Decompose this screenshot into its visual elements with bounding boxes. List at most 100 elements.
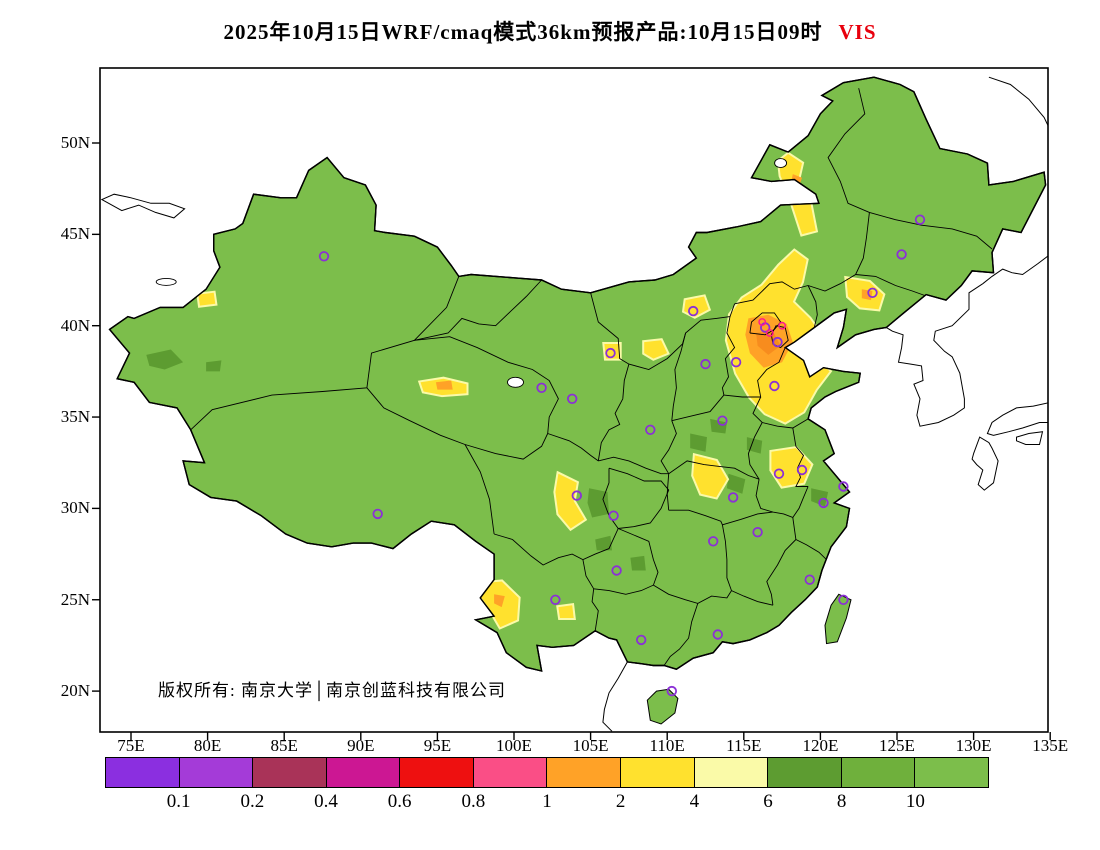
city-marker bbox=[730, 357, 742, 368]
lon-label: 135E bbox=[1032, 736, 1069, 755]
lon-label: 105E bbox=[572, 736, 609, 755]
lon-label: 90E bbox=[347, 736, 375, 755]
vis-patch-dark_green bbox=[595, 535, 612, 551]
vis-patch-dark_green bbox=[587, 488, 609, 518]
city-marker bbox=[772, 336, 783, 348]
lon-label: 95E bbox=[423, 736, 452, 755]
city-marker bbox=[688, 305, 699, 317]
lake bbox=[155, 277, 177, 286]
vis-patch-dark_green bbox=[726, 473, 746, 494]
lat-label: 25N bbox=[60, 589, 90, 609]
city-marker bbox=[818, 497, 829, 509]
colorbar-segment bbox=[399, 757, 474, 788]
city-marker bbox=[769, 380, 780, 392]
city-marker bbox=[571, 490, 583, 501]
city-marker bbox=[914, 214, 926, 225]
city-marker bbox=[608, 510, 619, 521]
lat-label: 45N bbox=[60, 224, 90, 244]
colorbar-segment bbox=[472, 757, 548, 788]
vis-patch-orange bbox=[861, 289, 873, 301]
colorbar-segment bbox=[620, 757, 695, 788]
lat-label: 35N bbox=[60, 407, 90, 427]
colorbar-segment bbox=[840, 757, 916, 788]
vis-patch-deep_orange bbox=[756, 331, 781, 355]
colorbar-segment bbox=[105, 757, 180, 788]
vis-patch-orange bbox=[435, 380, 453, 390]
city-marker bbox=[804, 574, 815, 585]
city-marker bbox=[712, 629, 724, 640]
city-marker bbox=[773, 468, 785, 479]
lon-label: 85E bbox=[270, 736, 298, 755]
colorbar-segment bbox=[325, 757, 401, 788]
okhotsk-coastline bbox=[988, 76, 1048, 127]
city-marker bbox=[536, 382, 547, 394]
city-marker bbox=[700, 358, 711, 370]
city-marker bbox=[567, 393, 578, 405]
vis-patch-dark_green bbox=[206, 360, 222, 372]
korea-coastline bbox=[886, 283, 984, 427]
lon-label: 120E bbox=[802, 736, 839, 755]
vis-patch-dark_green bbox=[690, 433, 707, 452]
lon-label: 75E bbox=[117, 736, 145, 755]
lat-label: 50N bbox=[60, 133, 90, 152]
shikoku-coastline bbox=[1016, 431, 1044, 445]
city-marker bbox=[896, 249, 907, 260]
city-marker bbox=[717, 415, 728, 426]
page-title: 2025年10月15日WRF/cmaq模式36km预报产品:10月15日09时 V… bbox=[0, 16, 1100, 46]
colorbar bbox=[105, 757, 989, 788]
city-marker bbox=[666, 685, 678, 697]
lake bbox=[507, 376, 524, 388]
low-vis-ring bbox=[758, 318, 767, 326]
vis-patch-dark_green bbox=[746, 437, 763, 454]
city-marker bbox=[838, 481, 849, 492]
city-marker bbox=[708, 536, 719, 547]
kyushu-coastline bbox=[971, 436, 999, 491]
vis-patch-yellow bbox=[196, 290, 218, 308]
city-markers bbox=[318, 214, 926, 697]
vis-patch-dark_green bbox=[710, 418, 727, 434]
city-marker bbox=[645, 424, 656, 436]
city-marker bbox=[372, 508, 383, 520]
vis-patch-yellow bbox=[553, 470, 588, 532]
primorye-coastline bbox=[982, 255, 1048, 285]
china-outline bbox=[108, 76, 1047, 672]
city-marker bbox=[611, 565, 622, 576]
lake bbox=[774, 158, 788, 169]
city-marker bbox=[752, 527, 763, 538]
lon-label: 125E bbox=[879, 736, 915, 755]
city-marker bbox=[867, 287, 878, 299]
taiwan-island bbox=[824, 593, 852, 645]
city-marker bbox=[318, 251, 330, 262]
lat-label: 30N bbox=[60, 498, 90, 518]
lon-label: 100E bbox=[496, 736, 532, 755]
map-area bbox=[100, 68, 1048, 732]
vis-patch-yellow bbox=[556, 602, 576, 620]
vis-patch-orange bbox=[494, 594, 505, 608]
vis-patch-dark_green bbox=[811, 488, 829, 507]
city-marker bbox=[796, 464, 808, 476]
honshu-coastline bbox=[986, 402, 1048, 436]
title-variable: VIS bbox=[838, 20, 877, 44]
colorbar-segment bbox=[178, 757, 254, 788]
city-marker bbox=[636, 634, 647, 646]
copyright-text: 版权所有: 南京大学│南京创蓝科技有限公司 bbox=[158, 681, 507, 700]
lon-label: 110E bbox=[649, 736, 685, 755]
hainan-island bbox=[646, 688, 679, 725]
lat-label: 20N bbox=[60, 681, 90, 701]
city-marker bbox=[605, 347, 616, 359]
lat-label: 40N bbox=[60, 315, 90, 335]
vis-patch-yellow bbox=[642, 338, 670, 361]
colorbar-segment bbox=[767, 757, 842, 788]
colorbar-segment bbox=[252, 757, 327, 788]
colorbar-segment bbox=[693, 757, 769, 788]
plot-frame bbox=[99, 67, 1049, 733]
vis-patch-dark_green bbox=[146, 349, 184, 370]
city-marker bbox=[550, 594, 561, 606]
vis-patch-yellow bbox=[681, 294, 712, 319]
vietnam-coastline bbox=[602, 661, 628, 732]
title-text: 2025年10月15日WRF/cmaq模式36km预报产品:10月15日09时 bbox=[223, 20, 823, 44]
city-marker bbox=[727, 492, 739, 503]
colorbar-segment bbox=[546, 757, 622, 788]
